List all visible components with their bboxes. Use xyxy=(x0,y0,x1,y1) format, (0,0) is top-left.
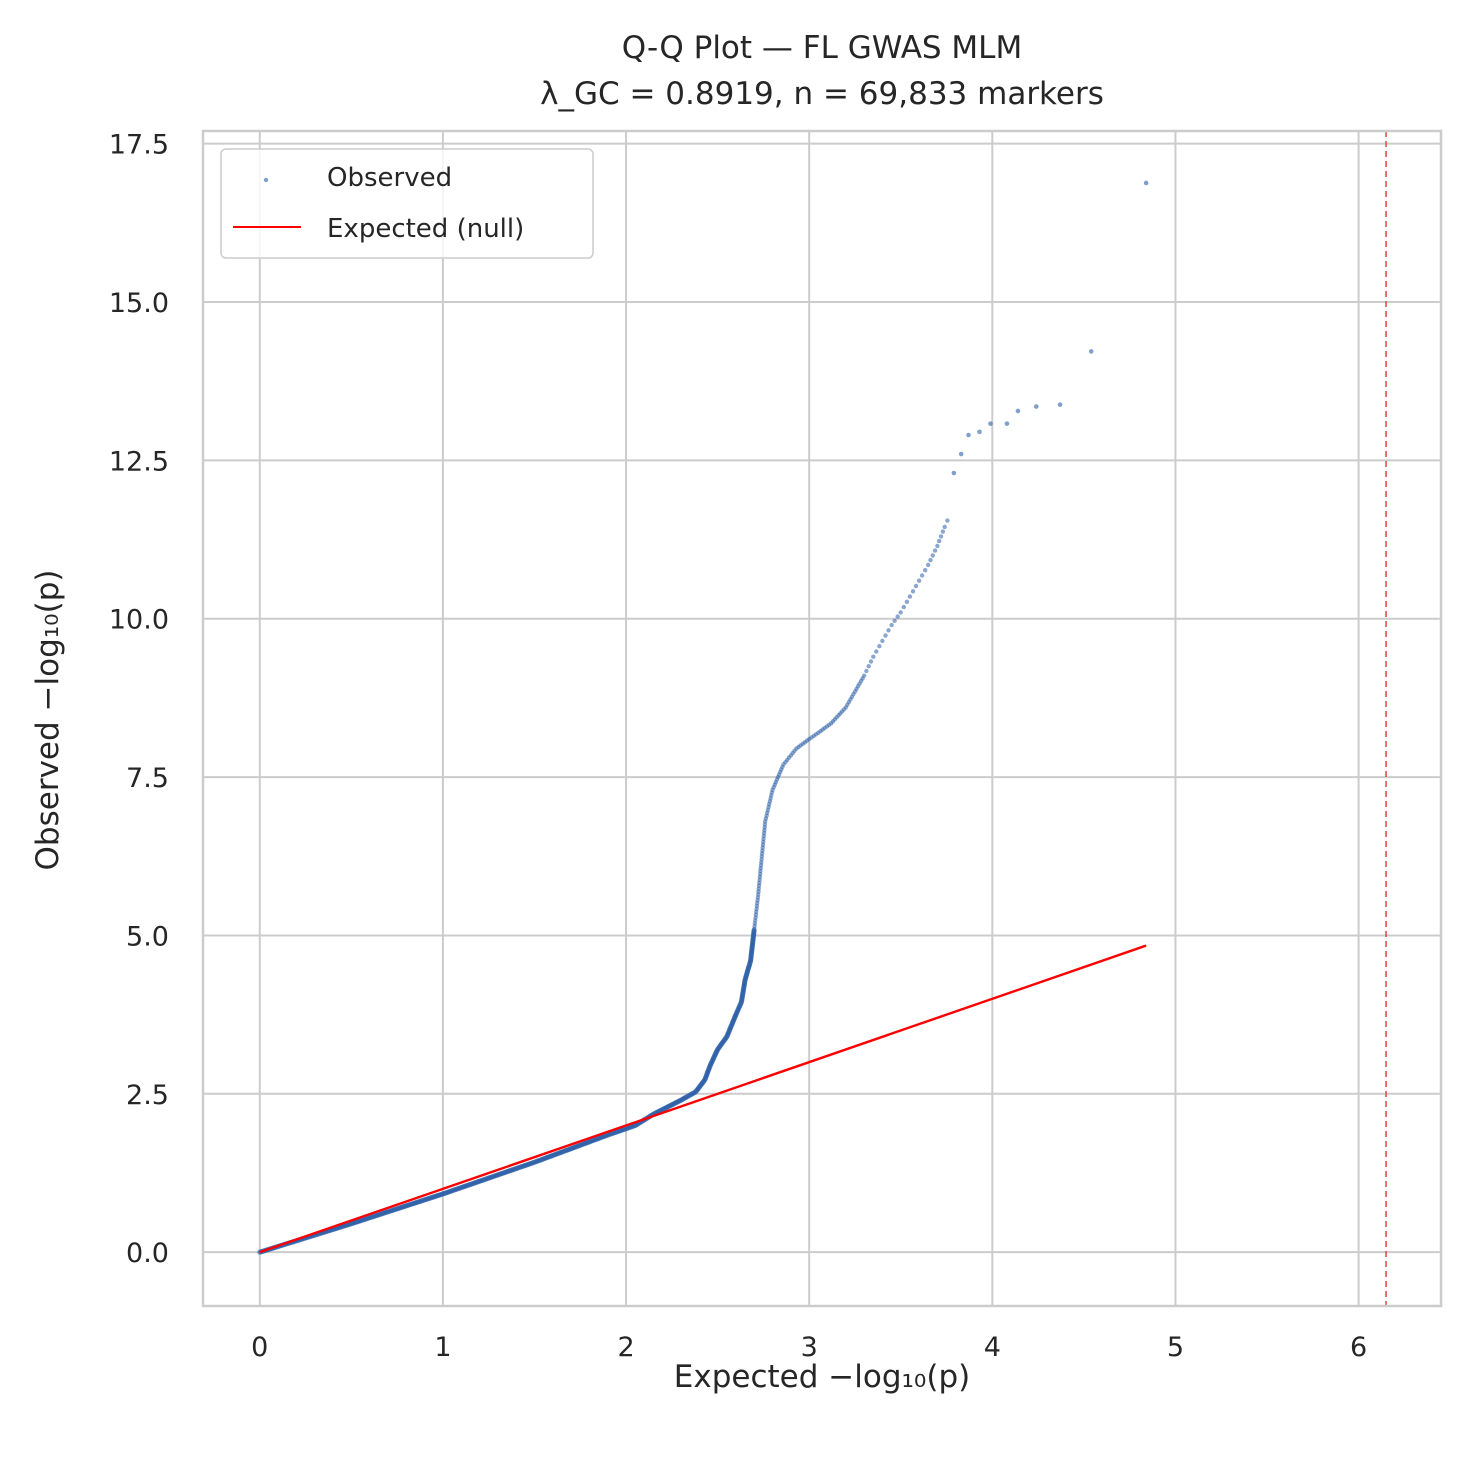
observed-outlier-point xyxy=(958,451,964,457)
y-axis-label: Observed −log₁₀(p) xyxy=(30,570,66,871)
y-tick-label: 2.5 xyxy=(126,1080,169,1111)
legend-box xyxy=(220,148,594,259)
observed-outlier-point xyxy=(1057,402,1063,407)
y-tick-label: 5.0 xyxy=(126,921,169,952)
observed-point xyxy=(871,654,876,659)
observed-point xyxy=(907,594,913,599)
y-tick-label: 0.0 xyxy=(126,1238,169,1269)
observed-point xyxy=(913,583,919,589)
chart-subtitle: λ_GC = 0.8919, n = 69,833 markers xyxy=(540,76,1104,112)
observed-point xyxy=(938,534,944,539)
observed-point xyxy=(901,604,906,610)
chart-title: Q-Q Plot — FL GWAS MLM xyxy=(622,30,1022,66)
x-tick-label: 6 xyxy=(1350,1332,1367,1363)
observed-point xyxy=(930,553,935,558)
y-tick-label: 7.5 xyxy=(126,763,169,794)
observed-outlier-point xyxy=(1088,349,1094,354)
observed-point xyxy=(919,573,925,578)
legend-observed-label: Observed xyxy=(327,163,452,193)
observed-point xyxy=(874,649,879,654)
y-tick-label: 12.5 xyxy=(109,446,169,477)
observed-point xyxy=(898,610,903,615)
observed-point xyxy=(889,622,894,628)
legend-observed-marker xyxy=(263,177,269,183)
x-tick-label: 4 xyxy=(984,1332,1001,1363)
grid xyxy=(203,131,1441,1306)
plot-frame xyxy=(201,129,1443,1308)
observed-point xyxy=(926,562,931,568)
x-tick-label: 0 xyxy=(251,1332,268,1363)
observed-point xyxy=(942,524,947,530)
observed-point xyxy=(937,538,942,544)
observed-point xyxy=(904,599,910,604)
observed-point xyxy=(880,638,885,644)
observed-point xyxy=(935,543,940,549)
observed-point xyxy=(892,618,897,623)
observed-outlier-point xyxy=(977,429,982,435)
observed-outlier-point xyxy=(1033,404,1039,409)
observed-point xyxy=(945,518,950,523)
expected-line-group xyxy=(259,944,1147,1254)
observed-point xyxy=(877,644,882,649)
x-tick-label: 3 xyxy=(801,1332,818,1363)
observed-point xyxy=(916,578,922,583)
observed-point xyxy=(886,628,891,633)
observed-point xyxy=(883,633,888,638)
observed-outlier-point xyxy=(1015,408,1021,414)
observed-outlier-point xyxy=(1143,180,1149,186)
observed-point xyxy=(940,529,946,534)
observed-outlier-point xyxy=(1004,421,1010,426)
x-tick-label: 5 xyxy=(1167,1332,1184,1363)
x-axis-label: Expected −log₁₀(p) xyxy=(674,1359,970,1395)
legend-expected-label: Expected (null) xyxy=(327,214,524,244)
expected-null-line xyxy=(259,944,1147,1254)
observed-point xyxy=(868,659,874,664)
observed-point xyxy=(932,548,938,553)
legend: Observed Expected (null) xyxy=(220,148,594,259)
observed-point xyxy=(928,557,933,563)
x-tick-label: 1 xyxy=(434,1332,451,1363)
y-tick-label: 10.0 xyxy=(109,605,169,636)
y-tick-label: 15.0 xyxy=(109,288,169,319)
tick-labels: 0 1 2 3 4 5 6 0.0 2.5 5.0 7.5 10.0 12.5 15.0 17.5 xyxy=(109,130,1367,1363)
y-tick-label: 17.5 xyxy=(109,130,169,161)
observed-point xyxy=(910,589,916,594)
observed-point xyxy=(923,568,928,573)
observed-point xyxy=(895,614,900,619)
observed-point xyxy=(866,664,871,669)
observed-outlier-point xyxy=(966,432,971,438)
observed-point xyxy=(861,673,867,678)
observed-outlier-point xyxy=(951,470,957,476)
observed-point xyxy=(864,668,869,674)
observed-outlier-point xyxy=(988,421,993,426)
x-tick-label: 2 xyxy=(617,1332,634,1363)
